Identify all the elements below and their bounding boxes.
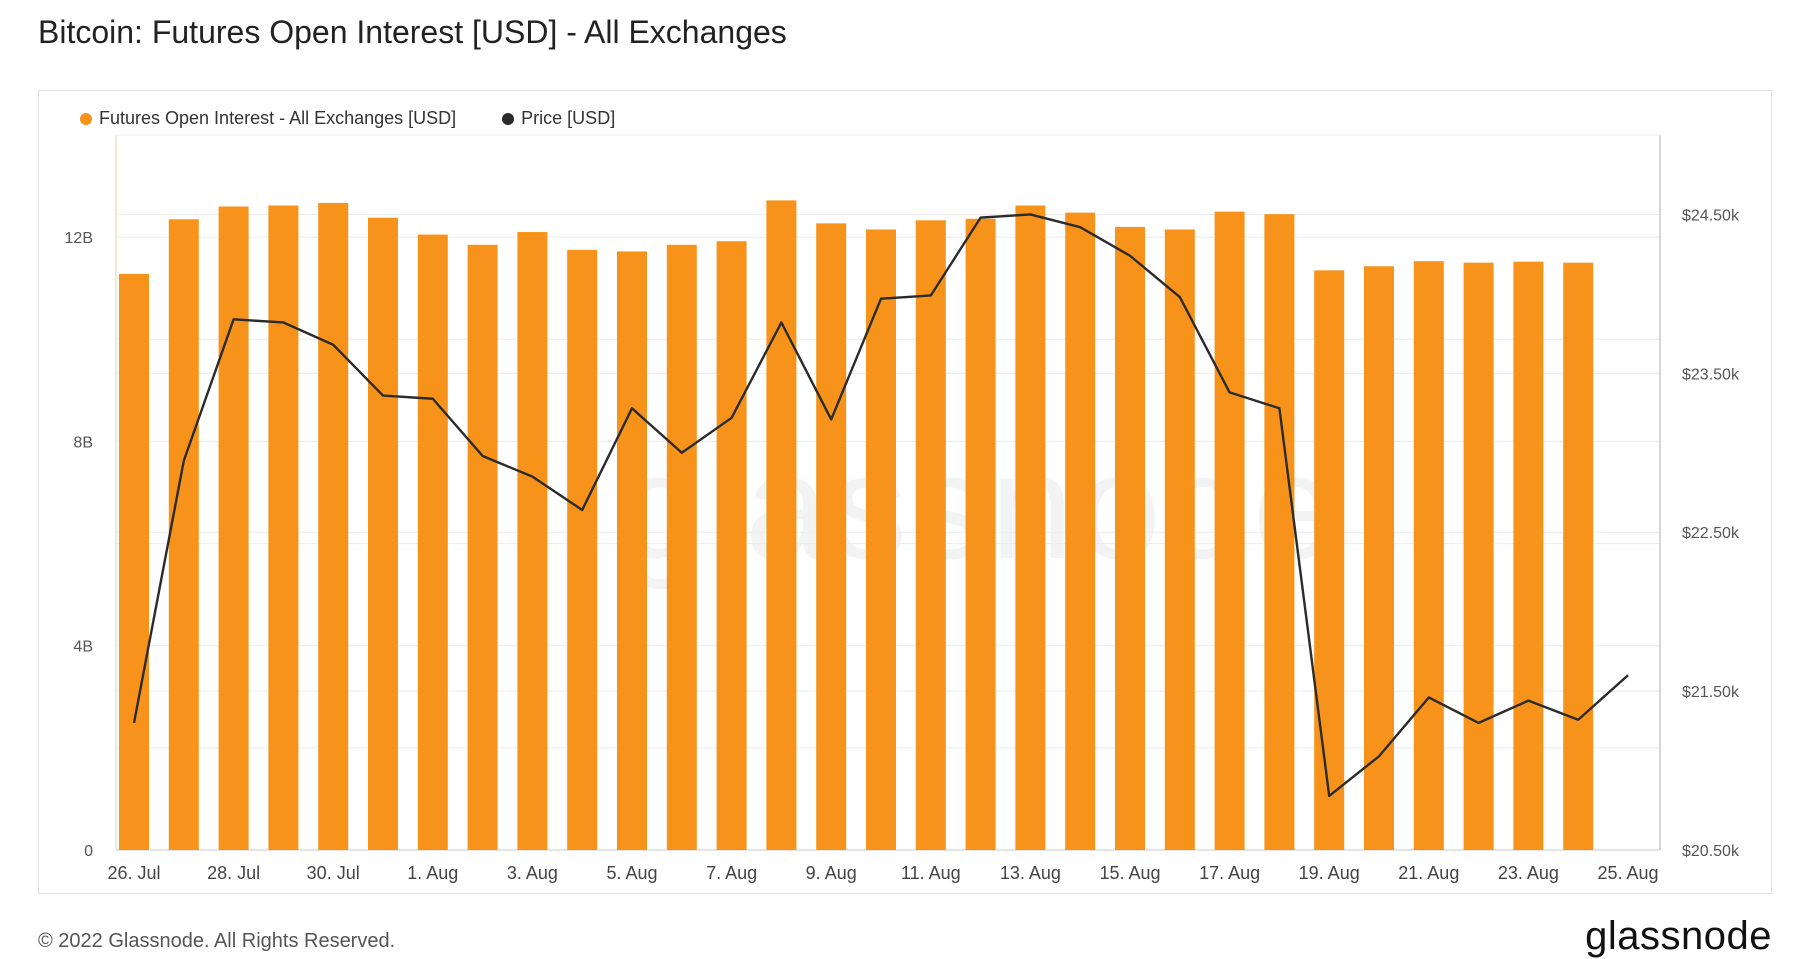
x-axis-tick-label: 30. Jul (307, 863, 360, 883)
x-axis-tick-label: 1. Aug (407, 863, 458, 883)
bar (617, 251, 647, 850)
footer-copyright: © 2022 Glassnode. All Rights Reserved. (38, 930, 396, 952)
bar (368, 217, 398, 850)
glassnode-logo[interactable]: glassnode (1585, 914, 1772, 958)
bar (816, 223, 847, 850)
bar (1513, 261, 1544, 851)
right-axis-tick-label: $22.50k (1682, 525, 1740, 542)
x-axis-tick-label: 9. Aug (806, 863, 857, 883)
bar (666, 244, 697, 850)
right-axis-tick-label: $20.50k (1682, 843, 1740, 860)
right-axis-tick-label: $23.50k (1682, 366, 1740, 383)
bar (766, 200, 797, 850)
legend-dot-open-interest (80, 112, 92, 125)
bar (1065, 212, 1096, 851)
x-axis-tick-label: 5. Aug (606, 863, 657, 883)
bar (567, 249, 598, 851)
legend-label-price: Price [USD] (521, 108, 616, 128)
bar (716, 241, 747, 850)
x-axis-tick-label: 19. Aug (1299, 863, 1360, 883)
bar (1264, 214, 1295, 851)
legend-item-price[interactable]: Price [USD] (502, 108, 615, 129)
x-axis-tick-label: 21. Aug (1398, 863, 1459, 883)
legend-dot-price (502, 112, 515, 125)
bar (417, 234, 448, 850)
x-axis-tick-label: 13. Aug (1000, 863, 1061, 883)
left-axis-tick-label: 12B (65, 230, 93, 247)
left-axis-tick-label: 0 (84, 843, 93, 860)
bar (965, 218, 996, 850)
chart-frame (38, 90, 1772, 894)
bar (1314, 270, 1345, 850)
x-axis-tick-label: 28. Jul (207, 863, 260, 883)
page-title: Bitcoin: Futures Open Interest [USD] - A… (38, 14, 787, 50)
x-axis-tick-label: 23. Aug (1498, 863, 1559, 883)
x-axis-tick-label: 7. Aug (706, 863, 757, 883)
bar (915, 220, 946, 850)
bar (1364, 266, 1394, 851)
bar (1115, 226, 1145, 850)
x-axis-tick-label: 17. Aug (1199, 863, 1260, 883)
bar (1214, 211, 1245, 850)
left-axis-tick-label: 8B (73, 434, 93, 451)
bar (1015, 205, 1046, 850)
bar (866, 229, 896, 850)
bar (218, 206, 249, 850)
x-axis-tick-label: 11. Aug (901, 863, 961, 883)
left-axis-tick-label: 4B (73, 639, 93, 656)
right-axis-tick-label: $21.50k (1682, 684, 1740, 701)
x-axis-tick-label: 25. Aug (1597, 863, 1658, 883)
bar (1164, 229, 1195, 850)
x-axis-tick-label: 15. Aug (1099, 863, 1160, 883)
bar (1563, 262, 1594, 850)
bar (1463, 262, 1494, 850)
bar (168, 219, 199, 851)
legend-label-open-interest: Futures Open Interest - All Exchanges [U… (99, 108, 457, 128)
price-line (132, 213, 1629, 798)
bar (1413, 261, 1444, 850)
x-axis-tick-label: 26. Jul (107, 863, 160, 883)
legend-item-open-interest[interactable]: Futures Open Interest - All Exchanges [U… (80, 108, 456, 129)
bar (517, 232, 548, 851)
bar (119, 273, 149, 850)
right-axis-tick-label: $24.50k (1682, 207, 1740, 224)
bar (467, 244, 498, 850)
bar (268, 205, 299, 850)
x-axis-tick-label: 3. Aug (507, 863, 558, 883)
chart-legend: Futures Open Interest - All Exchanges [U… (80, 108, 615, 129)
bar (318, 202, 349, 851)
